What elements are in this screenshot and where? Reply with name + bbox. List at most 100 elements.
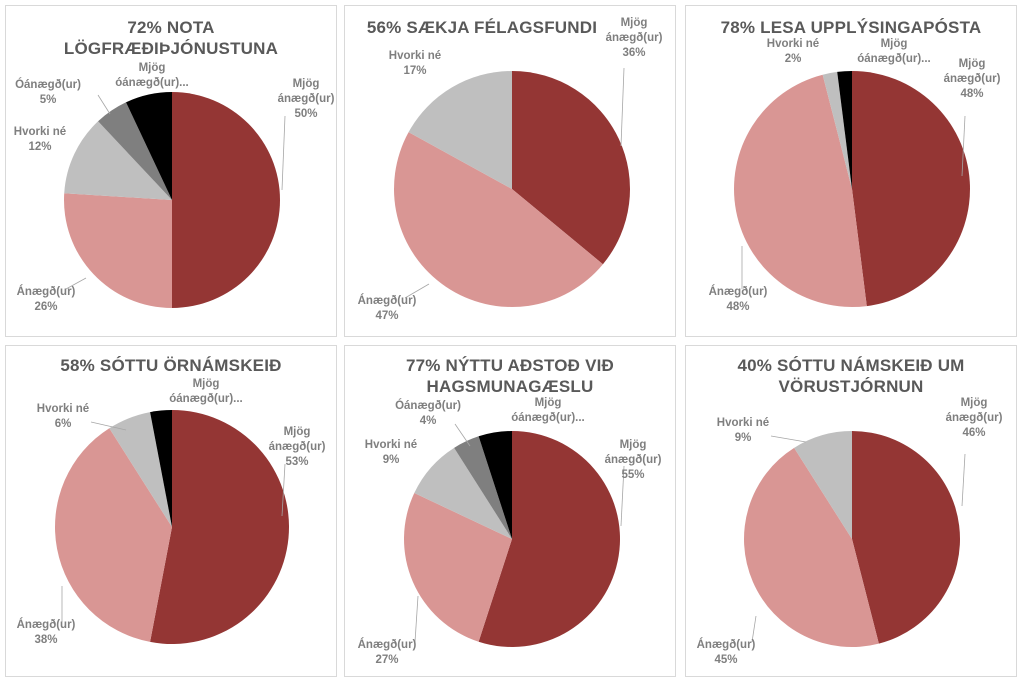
pie-chart: Mjög ánægð(ur) 46% Ánægð(ur) 45% Hvorki né 9% — [697, 397, 1003, 666]
data-label: Mjög óánægð(ur)... — [169, 378, 242, 405]
chart-title-line: 77% NÝTTU AÐSTOÐ VIÐ — [405, 356, 615, 375]
pie-slice-mjog-oanaegd — [837, 71, 852, 189]
pie-chart: Mjög ánægð(ur) 55% Ánægð(ur) 27% Hvorki né 9% Ó… — [358, 397, 662, 666]
pie-chart: Mjög ánægð(ur) 36% Ánægð(ur) 47% Hvorki né 17% — [358, 17, 663, 322]
leader-line — [454, 423, 471, 447]
data-label-value: 9% — [735, 432, 752, 444]
leader-line — [961, 453, 966, 507]
data-label: Hvorki né 2% — [767, 38, 819, 65]
pie-slice-anaegd — [744, 447, 879, 647]
data-label-category: Mjög — [961, 397, 988, 409]
data-label: Hvorki né 17% — [389, 50, 441, 77]
chart-title: 56% SÆKJA FÉLAGSFUNDI — [345, 17, 675, 38]
data-label-category: Mjög — [139, 62, 166, 74]
pie-slice-mjog-anaegd — [852, 71, 971, 307]
data-label: Mjög ánægð(ur) 53% — [269, 426, 326, 468]
pie-slice-anaegd — [394, 132, 603, 307]
data-label: Ánægð(ur) 27% — [358, 638, 417, 666]
data-label: Mjög óánægð(ur)... — [115, 62, 188, 89]
chart-title-line: HAGSMUNAGÆSLU — [426, 377, 594, 396]
chart-title-line: 72% NOTA — [127, 18, 215, 37]
data-label-category: Mjög — [293, 78, 320, 90]
data-label: Mjög óánægð(ur)... — [511, 397, 584, 424]
leader-line — [90, 421, 127, 431]
pie-slice-mjog-anaegd — [852, 431, 961, 644]
data-label: Ánægð(ur) 26% — [17, 285, 76, 313]
data-label-category: óánægð(ur)... — [115, 77, 188, 89]
pie-chart: Mjög ánægð(ur) 48% Ánægð(ur) 48% Hvorki né 2% M… — [709, 38, 1001, 313]
data-label-value: 12% — [28, 141, 51, 153]
chart-title-line: 56% SÆKJA FÉLAGSFUNDI — [366, 18, 598, 37]
data-label-category: Ánægð(ur) — [709, 285, 768, 298]
data-label: Ánægð(ur) 47% — [358, 294, 417, 322]
data-label-category: óánægð(ur)... — [511, 412, 584, 424]
pie-slice-hvorki-ne — [109, 412, 172, 527]
leader-line — [620, 67, 625, 147]
pie-slice-mjog-anaegd — [512, 71, 630, 265]
data-label-value: 2% — [785, 53, 802, 65]
data-label: Óánægð(ur) 4% — [395, 399, 461, 427]
data-label-category: Hvorki né — [717, 417, 769, 429]
data-label-category: Mjög — [193, 378, 220, 390]
data-label: Óánægð(ur) 5% — [15, 78, 81, 106]
pie-slice-anaegd — [64, 193, 172, 308]
chart-title: 72% NOTA LÖGFRÆÐIÞJÓNUSTUNA — [6, 17, 336, 59]
leader-line — [414, 595, 419, 643]
data-label-category: Mjög — [620, 439, 647, 451]
leader-line — [961, 115, 966, 177]
pie-slice-hvorki-ne — [64, 121, 172, 200]
chart-title-line: LÖGFRÆÐIÞJÓNUSTUNA — [63, 39, 279, 58]
data-label-category: Ánægð(ur) — [358, 638, 417, 651]
data-label-value: 46% — [962, 427, 985, 439]
data-label: Hvorki né 9% — [365, 439, 417, 466]
leader-line — [751, 615, 757, 643]
data-label-category: Hvorki né — [767, 38, 819, 50]
data-label-category: ánægð(ur) — [269, 441, 326, 453]
data-label-value: 38% — [34, 634, 57, 646]
data-label-category: Ánægð(ur) — [358, 294, 417, 307]
data-label-value: 4% — [420, 415, 437, 427]
chart-panel-newsletters: 78% LESA UPPLÝSINGAPÓSTA Mjög ánægð(ur) 48… — [685, 5, 1017, 337]
chart-title: 77% NÝTTU AÐSTOÐ VIÐ HAGSMUNAGÆSLU — [345, 355, 675, 397]
data-label-category: ánægð(ur) — [605, 454, 662, 466]
pie-slice-mjog-anaegd — [172, 92, 280, 308]
pie-slice-hvorki-ne — [414, 447, 512, 539]
chart-title: 78% LESA UPPLÝSINGAPÓSTA — [686, 17, 1016, 38]
data-label-category: Hvorki né — [365, 439, 417, 451]
pie-slice-oanaegd — [454, 436, 512, 539]
data-label-category: Óánægð(ur) — [15, 78, 81, 91]
data-label-value: 45% — [714, 654, 737, 666]
chart-title: 58% SÓTTU ÖRNÁMSKEIÐ — [6, 355, 336, 376]
pie-slice-mjog-oanaegd — [478, 431, 512, 539]
chart-title-line: 58% SÓTTU ÖRNÁMSKEIÐ — [60, 356, 282, 375]
pie-slice-anaegd — [54, 428, 172, 642]
data-label-value: 6% — [55, 418, 72, 430]
data-label: Hvorki né 6% — [37, 403, 89, 430]
data-label: Ánægð(ur) 38% — [17, 618, 76, 646]
data-label-category: óánægð(ur)... — [169, 393, 242, 405]
data-label: Mjög ánægð(ur) 50% — [278, 78, 335, 120]
data-label-value: 36% — [622, 47, 645, 59]
chart-title-line: 78% LESA UPPLÝSINGAPÓSTA — [720, 18, 982, 37]
data-label-category: Hvorki né — [14, 126, 66, 138]
data-label: Ánægð(ur) 45% — [697, 638, 756, 666]
chart-title: 40% SÓTTU NÁMSKEIÐ UM VÖRUSTJÓRNUN — [686, 355, 1016, 397]
data-label-category: Hvorki né — [389, 50, 441, 62]
leader-line — [770, 435, 807, 443]
data-label-category: ánægð(ur) — [944, 73, 1001, 85]
data-label-category: Ánægð(ur) — [697, 638, 756, 651]
pie-chart: Mjög ánægð(ur) 53% Ánægð(ur) 38% Hvorki né 6% M… — [17, 378, 326, 646]
data-label-value: 55% — [621, 469, 644, 481]
leader-line — [97, 94, 111, 115]
pie-slice-mjog-anaegd — [478, 431, 620, 647]
data-label-value: 53% — [285, 456, 308, 468]
pie-chart: Mjög ánægð(ur) 50% Ánægð(ur) 26% Hvorki né 12%… — [14, 62, 335, 313]
data-label-value: 50% — [294, 108, 317, 120]
data-label-category: Hvorki né — [37, 403, 89, 415]
pie-slice-mjog-oanaegd — [150, 410, 172, 527]
data-label-category: Mjög — [959, 58, 986, 70]
data-label-category: ánægð(ur) — [946, 412, 1003, 424]
pie-slice-hvorki-ne — [822, 71, 852, 189]
data-label-value: 48% — [726, 301, 749, 313]
leader-line — [281, 115, 286, 191]
